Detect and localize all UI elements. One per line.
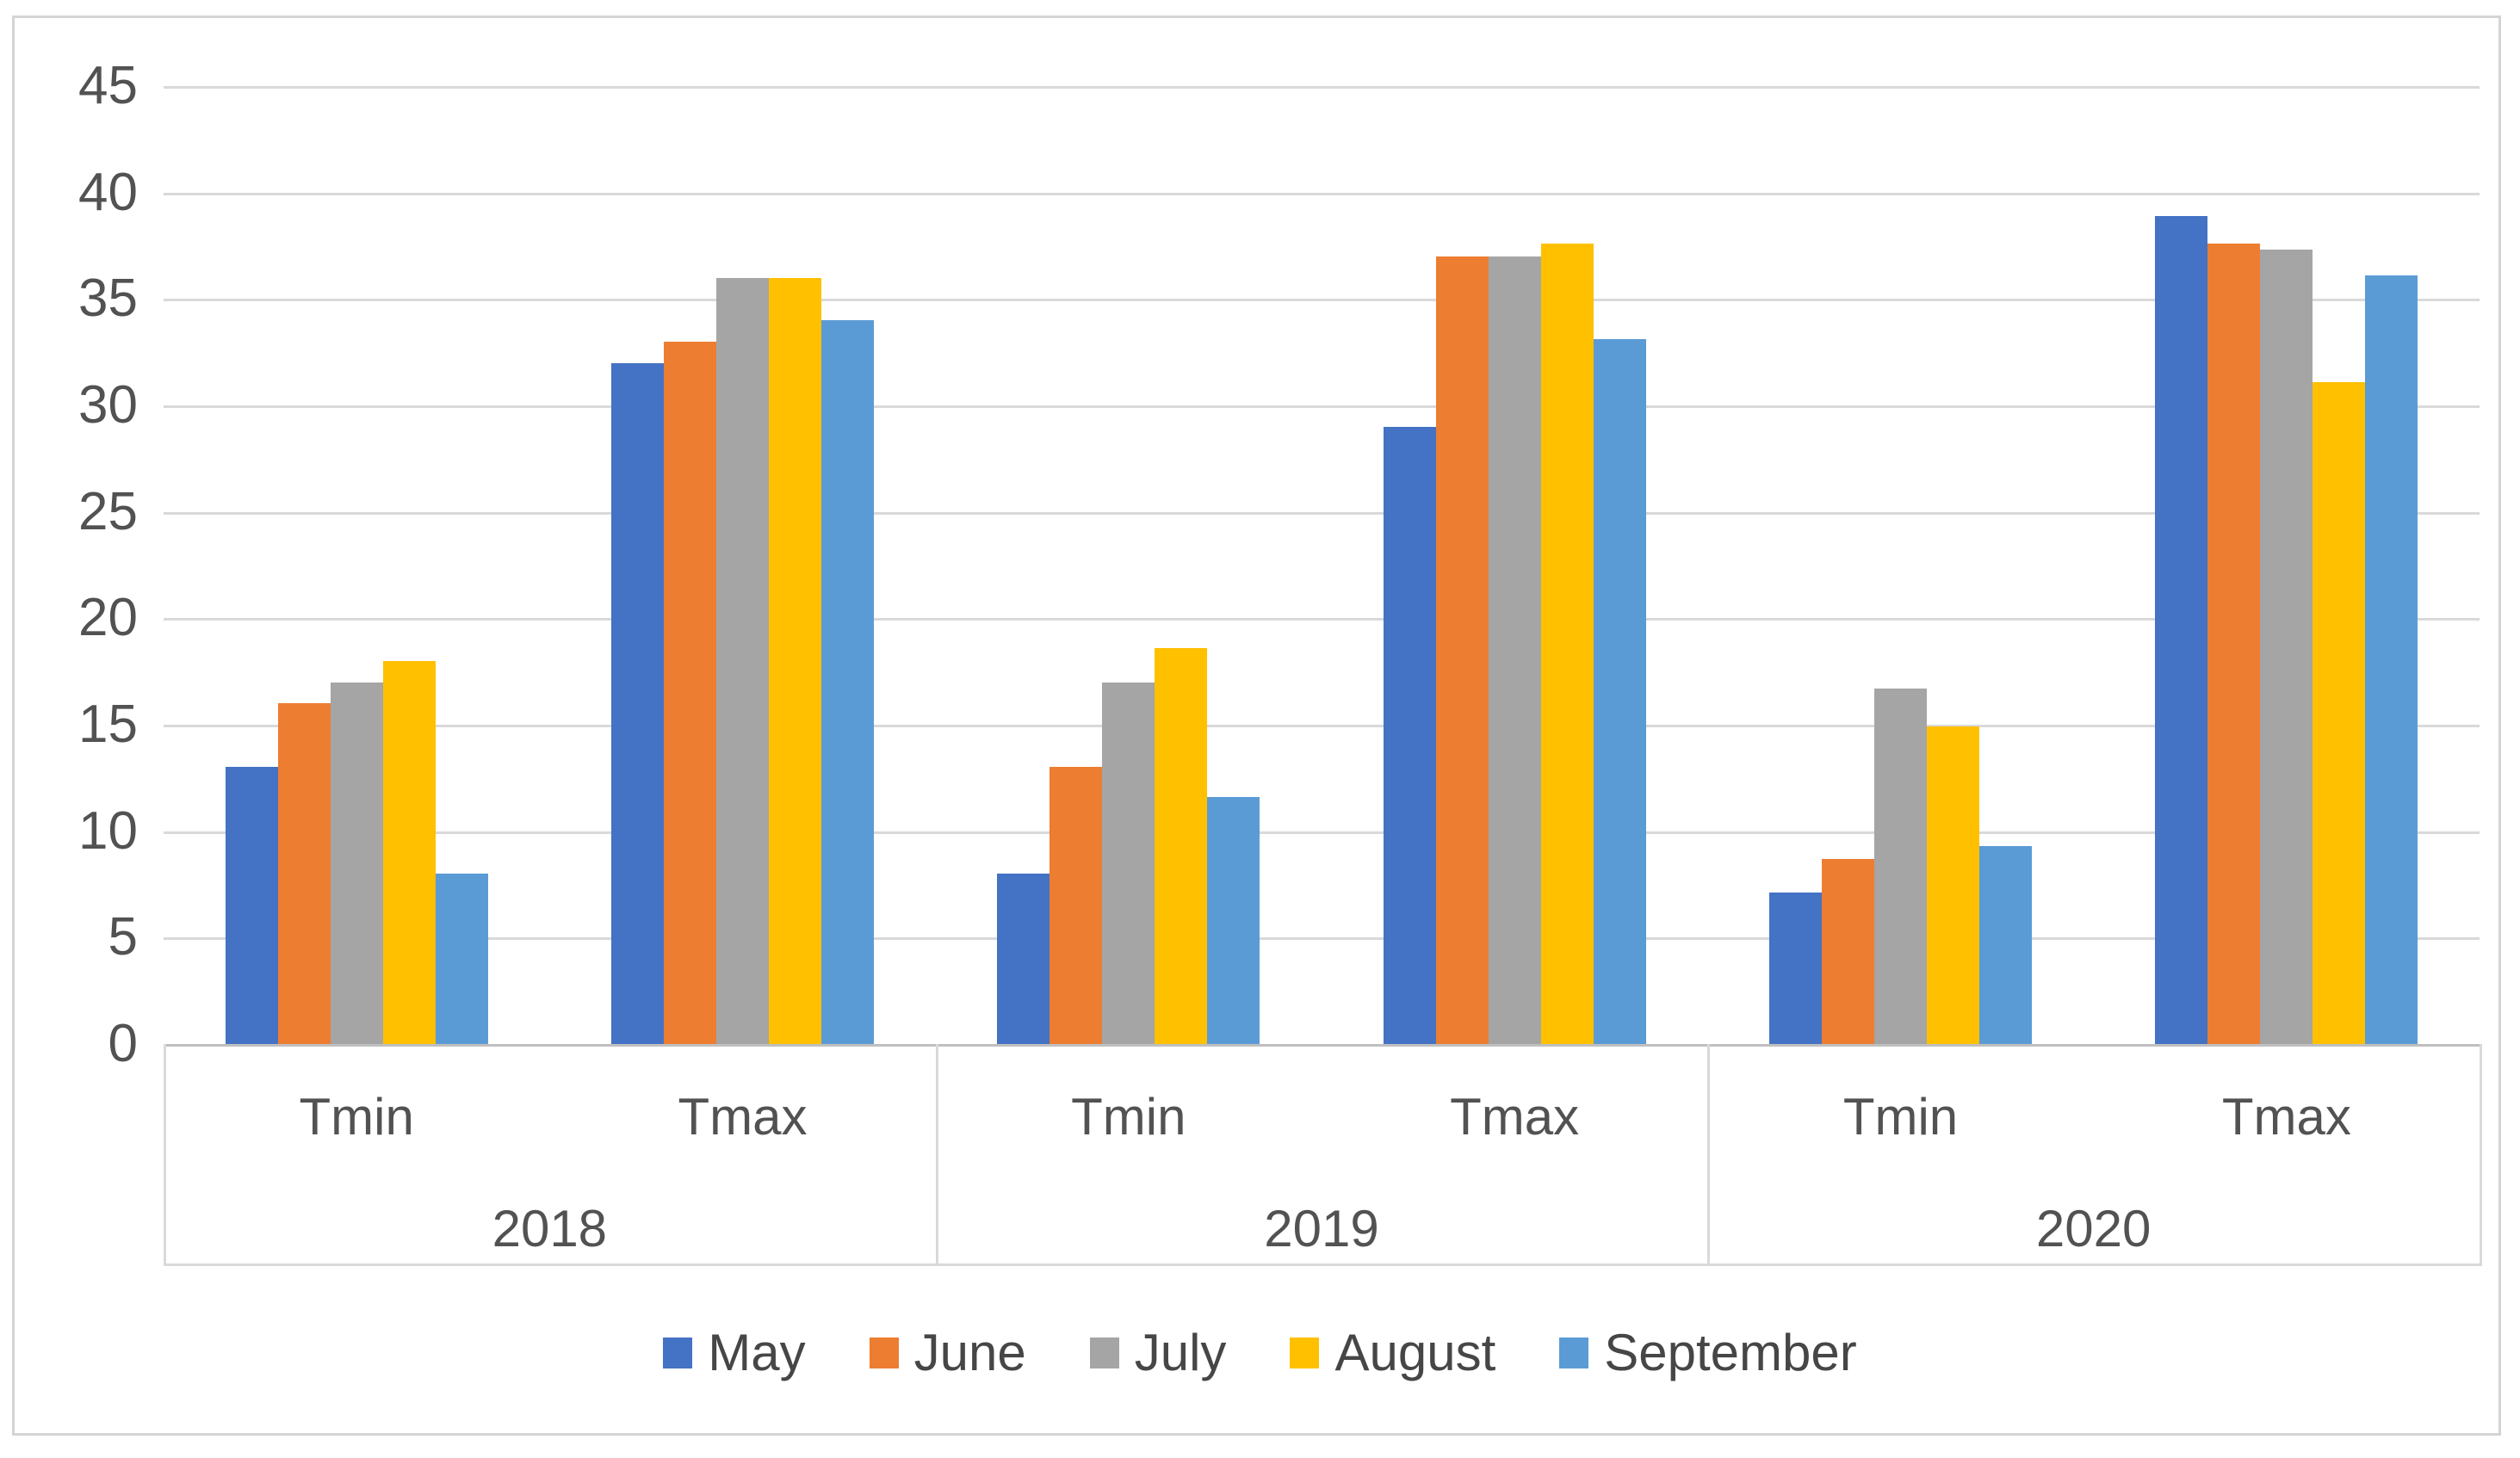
legend-item-july: July (1089, 1324, 1227, 1381)
gridline-5 (164, 937, 2480, 941)
legend-label-september: September (1604, 1324, 1857, 1381)
legend-marker-august (1290, 1338, 1320, 1368)
bar-may-2020-tmax (2155, 215, 2208, 1044)
bar-june-2018-tmin (277, 703, 331, 1044)
category-label-tmax-2018: Tmax (678, 1088, 808, 1146)
year-label-2019: 2019 (1264, 1200, 1379, 1257)
category-label-tmin-2018: Tmin (299, 1088, 414, 1146)
legend: May June July August September (0, 1319, 2520, 1387)
legend-marker-july (1089, 1338, 1119, 1368)
legend-item-september: September (1559, 1327, 1857, 1379)
gridline-30 (164, 405, 2480, 408)
category-box-bottom-border (164, 1263, 2480, 1266)
category-label-tmin-2020: Tmin (1842, 1088, 1959, 1146)
gridline-35 (164, 299, 2480, 302)
bar-july-2019-tmax (1488, 256, 1541, 1044)
bar-september-2018-tmax (820, 320, 874, 1044)
bar-august-2020-tmin (1926, 726, 1979, 1044)
year-label-2020: 2020 (2035, 1200, 2152, 1257)
category-divider-0 (164, 1044, 166, 1266)
bar-july-2020-tmax (2260, 250, 2313, 1044)
legend-marker-may (663, 1338, 693, 1368)
category-label-tmax-2019: Tmax (1450, 1088, 1580, 1146)
y-tick-label-10: 10 (78, 800, 138, 861)
category-divider-1 (935, 1044, 938, 1266)
bar-august-2020-tmax (2313, 381, 2366, 1044)
bar-june-2020-tmax (2207, 244, 2261, 1044)
legend-label-august: August (1334, 1324, 1496, 1381)
bar-september-2018-tmin (435, 874, 488, 1044)
legend-item-may: May (663, 1324, 806, 1381)
bar-august-2019-tmin (1155, 647, 1208, 1044)
bar-july-2018-tmax (716, 277, 769, 1044)
bar-may-2020-tmin (1769, 893, 1823, 1044)
legend-label-june: June (913, 1324, 1026, 1381)
bar-september-2020-tmin (1978, 845, 2032, 1044)
year-label-2018: 2018 (492, 1200, 608, 1257)
y-tick-label-0: 0 (108, 1014, 138, 1073)
bar-june-2019-tmax (1435, 256, 1489, 1044)
bar-june-2018-tmax (664, 341, 717, 1044)
y-tick-label-45: 45 (78, 56, 138, 115)
bar-august-2018-tmin (382, 660, 436, 1044)
legend-label-may: May (708, 1324, 806, 1381)
category-divider-3 (2480, 1044, 2482, 1266)
gridline-15 (164, 725, 2480, 727)
bar-may-2018-tmax (611, 362, 665, 1044)
y-tick-label-20: 20 (78, 588, 138, 648)
gridline-10 (164, 831, 2480, 834)
category-label-tmin-2019: Tmin (1071, 1088, 1186, 1146)
bar-september-2020-tmax (2365, 275, 2418, 1044)
gridline-45 (164, 86, 2480, 89)
category-label-tmax-2020: Tmax (2221, 1088, 2351, 1146)
bar-may-2019-tmin (997, 874, 1050, 1044)
y-tick-label-30: 30 (78, 375, 138, 435)
gridline-25 (164, 511, 2480, 515)
legend-marker-june (869, 1338, 899, 1368)
y-tick-label-35: 35 (78, 269, 138, 329)
category-divider-2 (1707, 1044, 1711, 1266)
legend-label-july: July (1134, 1324, 1227, 1381)
bar-july-2019-tmin (1102, 682, 1155, 1044)
gridline-20 (164, 618, 2480, 621)
y-tick-label-15: 15 (78, 695, 138, 754)
y-tick-label-40: 40 (78, 162, 138, 222)
legend-item-august: August (1290, 1327, 1495, 1379)
gridline-40 (164, 192, 2480, 195)
bar-june-2019-tmin (1049, 767, 1103, 1044)
bar-september-2019-tmax (1593, 339, 1646, 1044)
bar-september-2019-tmin (1207, 797, 1260, 1044)
bar-july-2018-tmin (330, 682, 383, 1044)
legend-item-june: June (869, 1324, 1026, 1381)
y-tick-label-25: 25 (78, 481, 138, 541)
bar-june-2020-tmin (1822, 858, 1875, 1044)
bar-may-2018-tmin (225, 767, 278, 1044)
bar-may-2019-tmax (1383, 426, 1436, 1044)
x-axis-line (164, 1044, 2480, 1047)
y-tick-label-5: 5 (108, 907, 138, 967)
bar-july-2020-tmin (1874, 688, 1927, 1044)
bar-august-2018-tmax (768, 277, 821, 1044)
legend-marker-september (1559, 1338, 1589, 1368)
bar-august-2019-tmax (1540, 244, 1594, 1044)
